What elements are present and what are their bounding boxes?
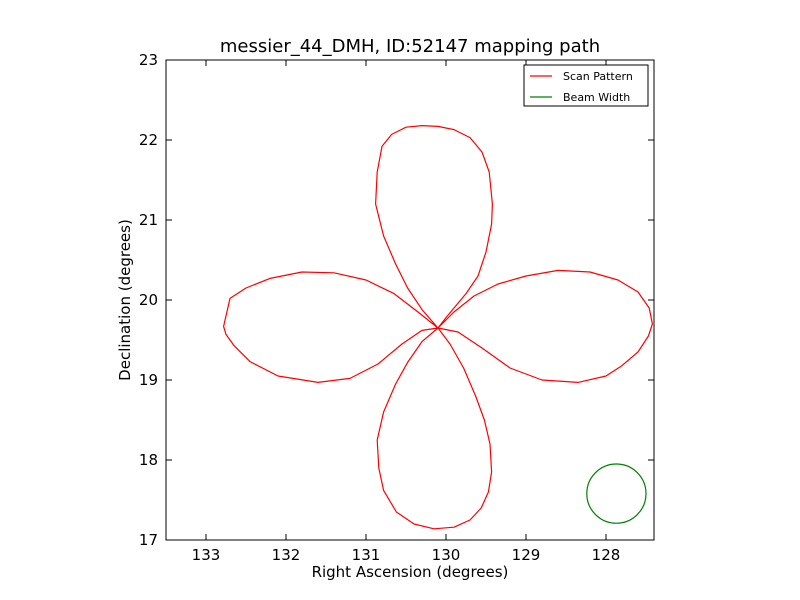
y-tick-label: 23 (139, 51, 158, 69)
x-tick-label: 128 (592, 546, 621, 564)
plot-area (223, 124, 654, 530)
axis-ticks: 133 132 131 130 129 128 17 18 19 20 21 22 23 (139, 51, 654, 564)
legend-box (523, 64, 649, 107)
y-tick-label: 17 (139, 531, 158, 549)
scan-pattern-line (223, 124, 654, 530)
y-tick-label: 21 (139, 211, 158, 229)
y-axis-label: Declination (degrees) (116, 219, 134, 381)
x-tick-label: 132 (272, 546, 301, 564)
x-tick-label: 131 (352, 546, 381, 564)
y-tick-label: 18 (139, 451, 158, 469)
x-tick-label: 133 (192, 546, 221, 564)
chart-title: messier_44_DMH, ID:52147 mapping path (220, 36, 600, 57)
y-tick-label: 22 (139, 131, 158, 149)
plot-frame (165, 59, 655, 541)
x-tick-label: 130 (432, 546, 461, 564)
y-tick-label: 20 (139, 291, 158, 309)
y-tick-label: 19 (139, 371, 158, 389)
legend: Scan Pattern Beam Width (523, 64, 649, 107)
legend-label-beam-width: Beam Width (563, 91, 630, 104)
x-tick-label: 129 (512, 546, 541, 564)
x-axis-label: Right Ascension (degrees) (312, 563, 509, 581)
beam-width-circle (586, 463, 647, 524)
legend-label-scan-pattern: Scan Pattern (563, 70, 633, 83)
